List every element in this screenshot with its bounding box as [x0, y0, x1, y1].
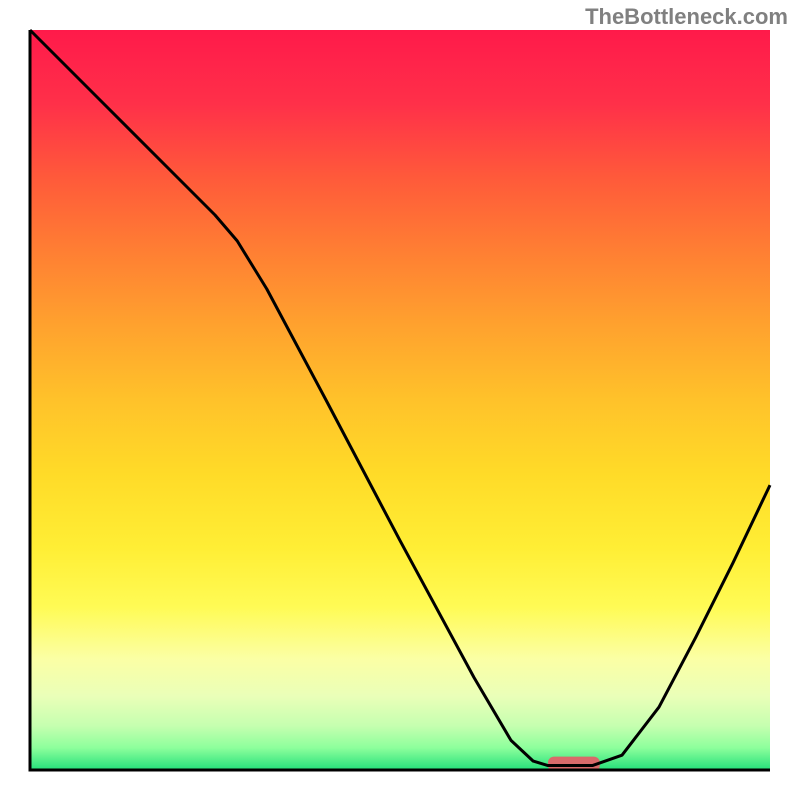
watermark-text: TheBottleneck.com	[585, 4, 788, 30]
chart-svg	[0, 0, 800, 800]
bottleneck-chart	[0, 0, 800, 800]
